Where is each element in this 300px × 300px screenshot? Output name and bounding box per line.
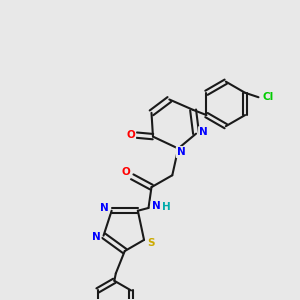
Text: O: O [122, 167, 130, 177]
Text: N: N [152, 202, 160, 212]
Text: N: N [92, 232, 100, 242]
Text: Cl: Cl [262, 92, 274, 102]
Text: N: N [100, 203, 109, 213]
Text: N: N [199, 127, 208, 137]
Text: O: O [126, 130, 135, 140]
Text: N: N [177, 147, 186, 157]
Text: H: H [162, 202, 171, 212]
Text: S: S [148, 238, 155, 248]
